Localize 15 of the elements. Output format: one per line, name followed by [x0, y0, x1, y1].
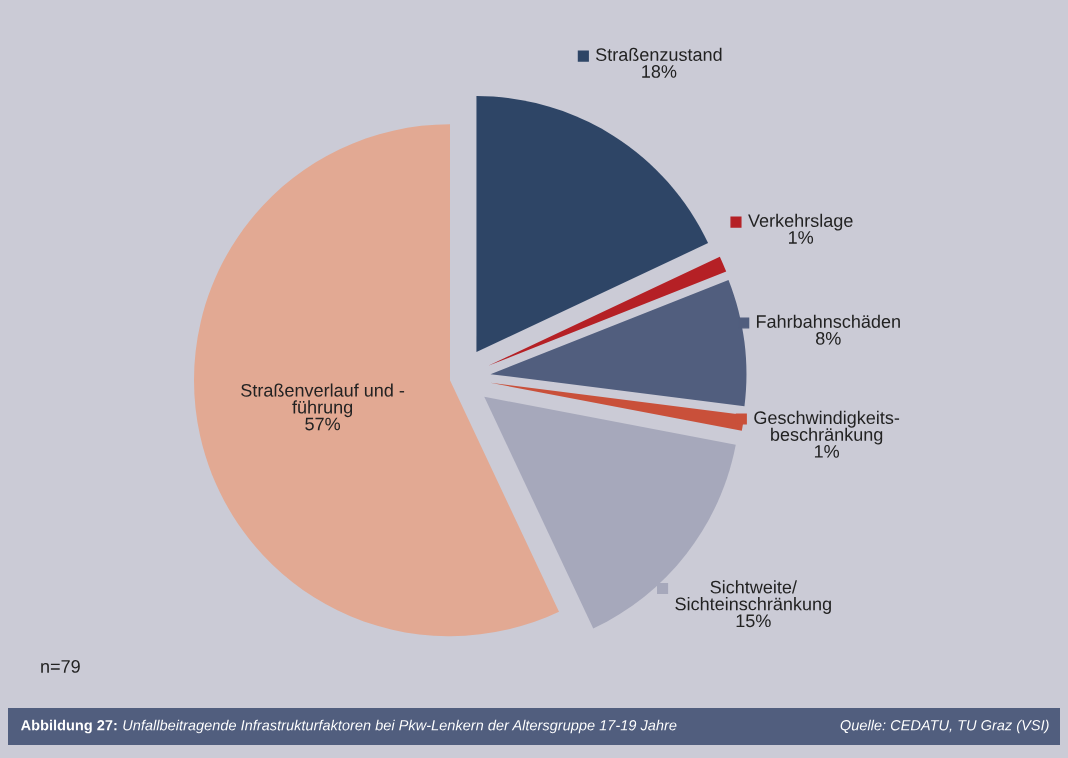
legend-label: Fahrbahnschäden	[756, 314, 900, 328]
legend-label: Verkehrslage	[748, 213, 853, 231]
data-label: 1%	[789, 231, 814, 244]
data-label: 18%	[642, 65, 677, 78]
legend-label: Sichtweite/ Sichteinschränkung	[675, 580, 831, 614]
text: Abbildung 27: Unfallbeitragende Infrastrukturfaktoren bei Pkw-Lenkern der Altersgruppe 17-19 Jahre	[20, 719, 677, 734]
data-label: 8%	[816, 331, 841, 345]
legend-label: Geschwindigkeits- beschränkung	[754, 410, 900, 445]
source-note: Quelle: CEDATU, TU Graz (VSI)	[840, 719, 1049, 734]
data-label: 57%	[305, 417, 341, 431]
text: n=79	[41, 660, 80, 673]
data-label: 15%	[736, 614, 771, 628]
legend-label: Straßenzustand	[595, 47, 722, 62]
data-label: 1%	[814, 445, 840, 458]
slice-label: Straßenverlauf und - führung	[241, 383, 405, 418]
